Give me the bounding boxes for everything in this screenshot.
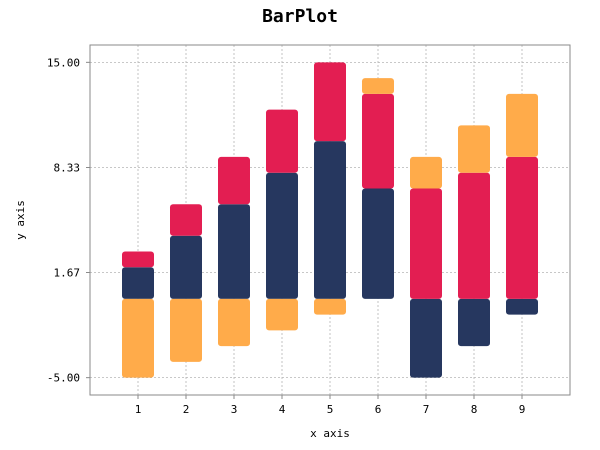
bar-segment-1-series-2 bbox=[122, 251, 154, 268]
bar-segment-7-series-2 bbox=[410, 188, 442, 299]
bar-segment-9-series-2 bbox=[506, 156, 538, 299]
bar-segment-5-series-1 bbox=[314, 141, 346, 299]
chart-title: BarPlot bbox=[262, 6, 338, 27]
x-tick-label: 6 bbox=[375, 403, 382, 416]
x-tick-label: 3 bbox=[231, 403, 238, 416]
bars bbox=[122, 62, 538, 378]
bar-segment-1-series-3 bbox=[122, 298, 154, 378]
x-tick-label: 4 bbox=[279, 403, 286, 416]
x-tick-label: 5 bbox=[327, 403, 334, 416]
bar-segment-4-series-1 bbox=[266, 172, 298, 299]
y-tick-label: -5.00 bbox=[47, 372, 80, 385]
bar-segment-3-series-1 bbox=[218, 204, 250, 299]
bar-segment-8-series-2 bbox=[458, 172, 490, 299]
x-tick-label: 9 bbox=[519, 403, 526, 416]
y-axis-label: y axis bbox=[14, 200, 27, 240]
bar-segment-2-series-3 bbox=[170, 298, 202, 362]
bar-segment-1-series-1 bbox=[122, 267, 154, 299]
bar-segment-8-series-3 bbox=[458, 125, 490, 173]
x-tick-label: 8 bbox=[471, 403, 478, 416]
bar-segment-4-series-3 bbox=[266, 298, 298, 331]
y-tick-label: 15.00 bbox=[47, 56, 80, 69]
x-axis-label: x axis bbox=[310, 427, 350, 440]
bar-segment-6-series-2 bbox=[362, 93, 394, 189]
bar-segment-5-series-2 bbox=[314, 62, 346, 142]
plot-frame bbox=[89, 44, 571, 396]
bar-segment-2-series-1 bbox=[170, 235, 202, 299]
bar-segment-6-series-1 bbox=[362, 188, 394, 299]
x-tick-label: 2 bbox=[183, 403, 190, 416]
bar-segment-2-series-2 bbox=[170, 204, 202, 236]
y-tick-labels: -5.00 1.67 8.33 15.00 bbox=[47, 56, 80, 384]
x-tick-label: 1 bbox=[135, 403, 142, 416]
bar-segment-5-series-3 bbox=[314, 298, 346, 315]
x-tick-label: 7 bbox=[423, 403, 430, 416]
bar-segment-9-series-1 bbox=[506, 298, 538, 315]
y-tick-label: 8.33 bbox=[54, 162, 81, 175]
bar-segment-7-series-1 bbox=[410, 298, 442, 378]
bar-segment-8-series-1 bbox=[458, 298, 490, 347]
bar-segment-6-series-3 bbox=[362, 78, 394, 94]
y-tick-label: 1.67 bbox=[54, 267, 81, 280]
bar-segment-3-series-2 bbox=[218, 156, 250, 205]
bar-segment-7-series-3 bbox=[410, 156, 442, 189]
bar-segment-4-series-2 bbox=[266, 109, 298, 173]
bar-segment-9-series-3 bbox=[506, 93, 538, 157]
x-tick-labels: 1 2 3 4 5 6 7 8 9 bbox=[135, 403, 526, 416]
bar-segment-3-series-3 bbox=[218, 298, 250, 347]
